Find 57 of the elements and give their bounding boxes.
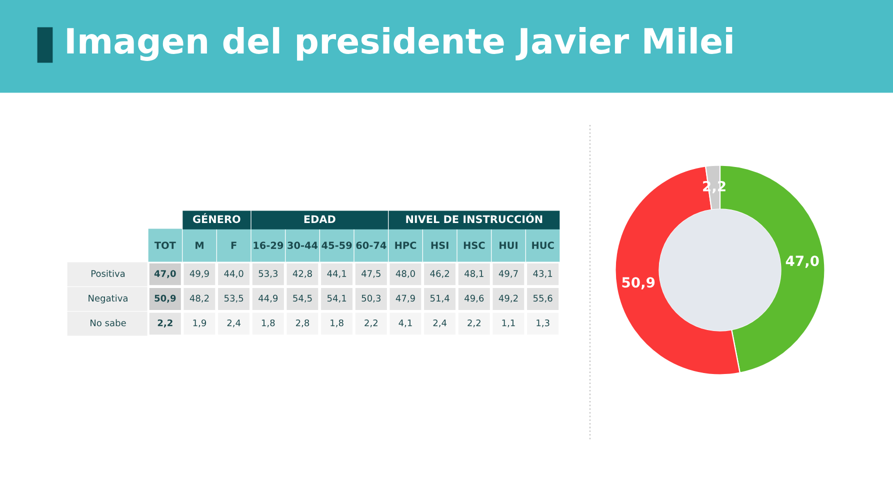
- x-tick-label: HSC: [464, 242, 485, 250]
- data-label: 54,5: [293, 294, 312, 303]
- x-tick-label: HPC: [395, 242, 416, 250]
- data-label: 2,4: [433, 319, 447, 328]
- data-label: 46,2: [430, 270, 449, 278]
- data-label: 49,2: [498, 294, 518, 303]
- text: NIVEL DE INSTRUCCIÓN: [406, 213, 542, 224]
- data-label: 1,8: [262, 319, 275, 328]
- data-label: 48,0: [396, 270, 415, 278]
- data-label: 47,5: [362, 270, 380, 278]
- data-label: 1,1: [502, 320, 515, 328]
- data-label: 48,1: [464, 270, 484, 278]
- chart-title: Imagen del presidente Javier Milei: [67, 27, 732, 61]
- data-label: 50,9: [154, 294, 176, 303]
- data-label: 47,0: [786, 256, 819, 268]
- data-label: 1,3: [536, 319, 550, 328]
- data-label: 2,4: [227, 319, 241, 328]
- data-label: 49,6: [464, 294, 484, 303]
- data-label: 51,4: [430, 294, 450, 303]
- x-tick-label: 45-59: [322, 242, 352, 250]
- data-label: 2,2: [158, 319, 172, 328]
- x-tick-label: HUI: [500, 242, 518, 250]
- data-label: 44,9: [258, 294, 278, 303]
- data-label: 53,3: [258, 270, 278, 278]
- data-label: 49,9: [190, 270, 209, 278]
- data-label: 53,5: [224, 294, 244, 303]
- x-tick-label: TOT: [154, 242, 176, 250]
- data-label: 47,0: [154, 270, 176, 278]
- data-label: 50,3: [362, 294, 380, 303]
- data-label: 55,6: [533, 294, 552, 303]
- data-label: 1,9: [193, 319, 206, 328]
- data-label: 2,8: [296, 319, 310, 328]
- data-label: 48,2: [190, 294, 209, 303]
- data-label: 49,7: [498, 270, 518, 278]
- x-tick-label: F: [231, 242, 236, 249]
- x-tick-label: M: [196, 242, 204, 249]
- x-tick-label: 60-74: [356, 242, 386, 250]
- data-label: 2,2: [364, 319, 378, 328]
- x-tick-label: HUC: [532, 242, 554, 250]
- x-tick-label: 16-29: [254, 242, 284, 250]
- x-tick-label: HSI: [431, 242, 448, 250]
- data-label: 47,9: [396, 294, 415, 303]
- data-label: 2,2: [468, 319, 480, 328]
- data-label: 50,9: [622, 277, 655, 290]
- data-label: 42,8: [292, 270, 312, 278]
- text: EDAD: [304, 215, 336, 223]
- y-tick-label: No sabe: [90, 319, 126, 326]
- data-label: 43,1: [533, 270, 552, 278]
- data-label: 44,1: [327, 270, 346, 278]
- text: GÉNERO: [193, 213, 240, 224]
- y-tick-label: Negativa: [88, 294, 128, 304]
- data-label: 4,1: [398, 320, 412, 328]
- x-tick-label: 30-44: [288, 242, 318, 250]
- data-label: 54,1: [327, 294, 346, 303]
- data-label: 1,8: [330, 319, 344, 328]
- y-tick-label: Positiva: [92, 270, 125, 277]
- data-label: 44,0: [224, 270, 244, 278]
